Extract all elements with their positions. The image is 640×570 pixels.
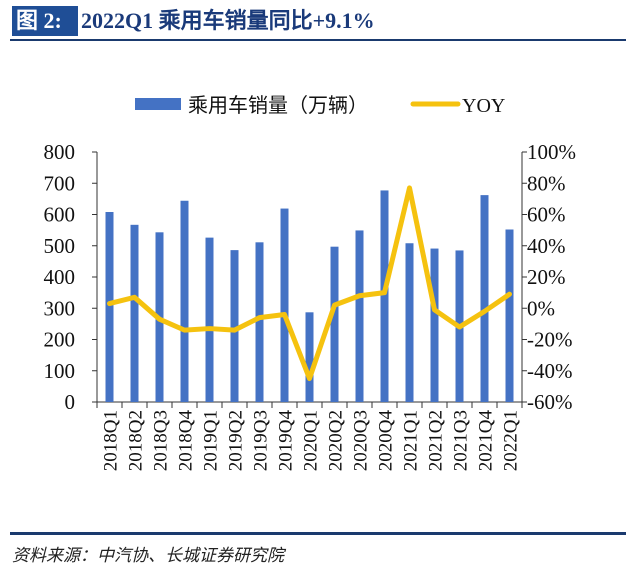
- bar-2021Q2: [430, 248, 439, 402]
- yoy-point-2019Q2: [233, 328, 236, 332]
- x-tick-label: 2022Q1: [501, 410, 522, 471]
- x-tick-label: 2021Q1: [401, 410, 422, 471]
- left-tick-label: 100: [44, 359, 76, 383]
- footer-rule: [10, 532, 626, 535]
- chart: 乘用车销量（万辆） YOY 0 100 200 300 400 500 600 700 800 -…: [44, 94, 577, 472]
- right-tick-label: 100%: [527, 140, 576, 164]
- right-tick-label: -60%: [527, 390, 573, 414]
- x-tick-label: 2018Q4: [176, 410, 197, 472]
- x-tick-label: 2019Q1: [201, 410, 222, 471]
- yoy-point-2018Q2: [133, 295, 136, 299]
- left-tick-label: 700: [44, 171, 76, 195]
- legend: 乘用车销量（万辆） YOY: [135, 94, 505, 117]
- figure-label: 图 2:: [12, 6, 78, 36]
- left-tick-label: 300: [44, 296, 76, 320]
- x-tick-label: 2020Q2: [326, 410, 347, 471]
- source-note: 资料来源：中汽协、长城证券研究院: [12, 546, 284, 565]
- legend-label-sales: 乘用车销量（万辆）: [188, 94, 368, 117]
- x-tick-label: 2020Q1: [301, 410, 322, 471]
- x-tick-label: 2019Q4: [276, 410, 297, 472]
- bar-2021Q4: [480, 195, 489, 402]
- left-tick-label: 200: [44, 328, 76, 352]
- legend-swatch-sales: [135, 98, 181, 110]
- bar-2019Q1: [205, 237, 214, 402]
- right-tick-label: -20%: [527, 328, 573, 352]
- x-tick-label: 2019Q3: [251, 410, 272, 471]
- bar-2020Q4: [380, 190, 389, 402]
- right-tick-label: 0%: [527, 296, 555, 320]
- yoy-point-2018Q1: [108, 302, 111, 306]
- bar-2019Q4: [280, 208, 289, 402]
- legend-label-yoy: YOY: [462, 95, 505, 117]
- bar-2018Q1: [105, 212, 114, 402]
- yoy-point-2020Q3: [358, 294, 361, 298]
- x-tick-label: 2018Q3: [151, 410, 172, 471]
- title-rule: [10, 39, 626, 41]
- yoy-point-2021Q4: [483, 309, 486, 313]
- yoy-point-2021Q3: [458, 325, 461, 329]
- yoy-point-2022Q1: [508, 292, 511, 296]
- x-tick-label: 2021Q2: [426, 410, 447, 471]
- bar-2020Q3: [355, 230, 364, 402]
- right-tick-label: -40%: [527, 359, 573, 383]
- left-tick-label: 800: [44, 140, 76, 164]
- x-tick-label: 2018Q1: [101, 410, 122, 471]
- bar-2018Q2: [130, 224, 139, 402]
- yoy-point-2021Q2: [433, 308, 436, 312]
- x-tick-label: 2020Q4: [376, 410, 397, 472]
- yoy-point-2018Q3: [158, 317, 161, 321]
- bar-2022Q1: [505, 229, 514, 402]
- x-tick-label: 2019Q2: [226, 410, 247, 471]
- yoy-point-2019Q1: [208, 327, 211, 331]
- bar-2019Q3: [255, 242, 264, 402]
- chart-title: 2022Q1 乘用车销量同比+9.1%: [81, 8, 375, 33]
- right-tick-label: 80%: [527, 171, 566, 195]
- left-tick-label: 0: [65, 390, 76, 414]
- bar-2021Q1: [405, 243, 414, 402]
- bar-2018Q4: [180, 200, 189, 402]
- left-tick-label: 400: [44, 265, 76, 289]
- yoy-point-2018Q4: [183, 328, 186, 332]
- yoy-point-2020Q4: [383, 291, 386, 295]
- yoy-point-2021Q1: [408, 186, 411, 190]
- bar-2020Q1: [305, 312, 314, 402]
- yoy-point-2019Q4: [283, 313, 286, 316]
- x-tick-label: 2018Q2: [126, 410, 147, 471]
- right-tick-label: 20%: [527, 265, 566, 289]
- x-tick-label: 2021Q4: [476, 410, 497, 472]
- right-tick-label: 60%: [527, 203, 566, 227]
- right-tick-label: 40%: [527, 234, 566, 258]
- yoy-point-2020Q1: [308, 377, 311, 381]
- bar-2020Q2: [330, 246, 339, 402]
- x-tick-label: 2021Q3: [451, 410, 472, 471]
- bar-2019Q2: [230, 250, 239, 402]
- left-tick-label: 600: [44, 203, 76, 227]
- x-tick-label: 2020Q3: [351, 410, 372, 471]
- yoy-point-2019Q3: [258, 316, 261, 320]
- yoy-point-2020Q2: [333, 303, 336, 307]
- left-tick-label: 500: [44, 234, 76, 258]
